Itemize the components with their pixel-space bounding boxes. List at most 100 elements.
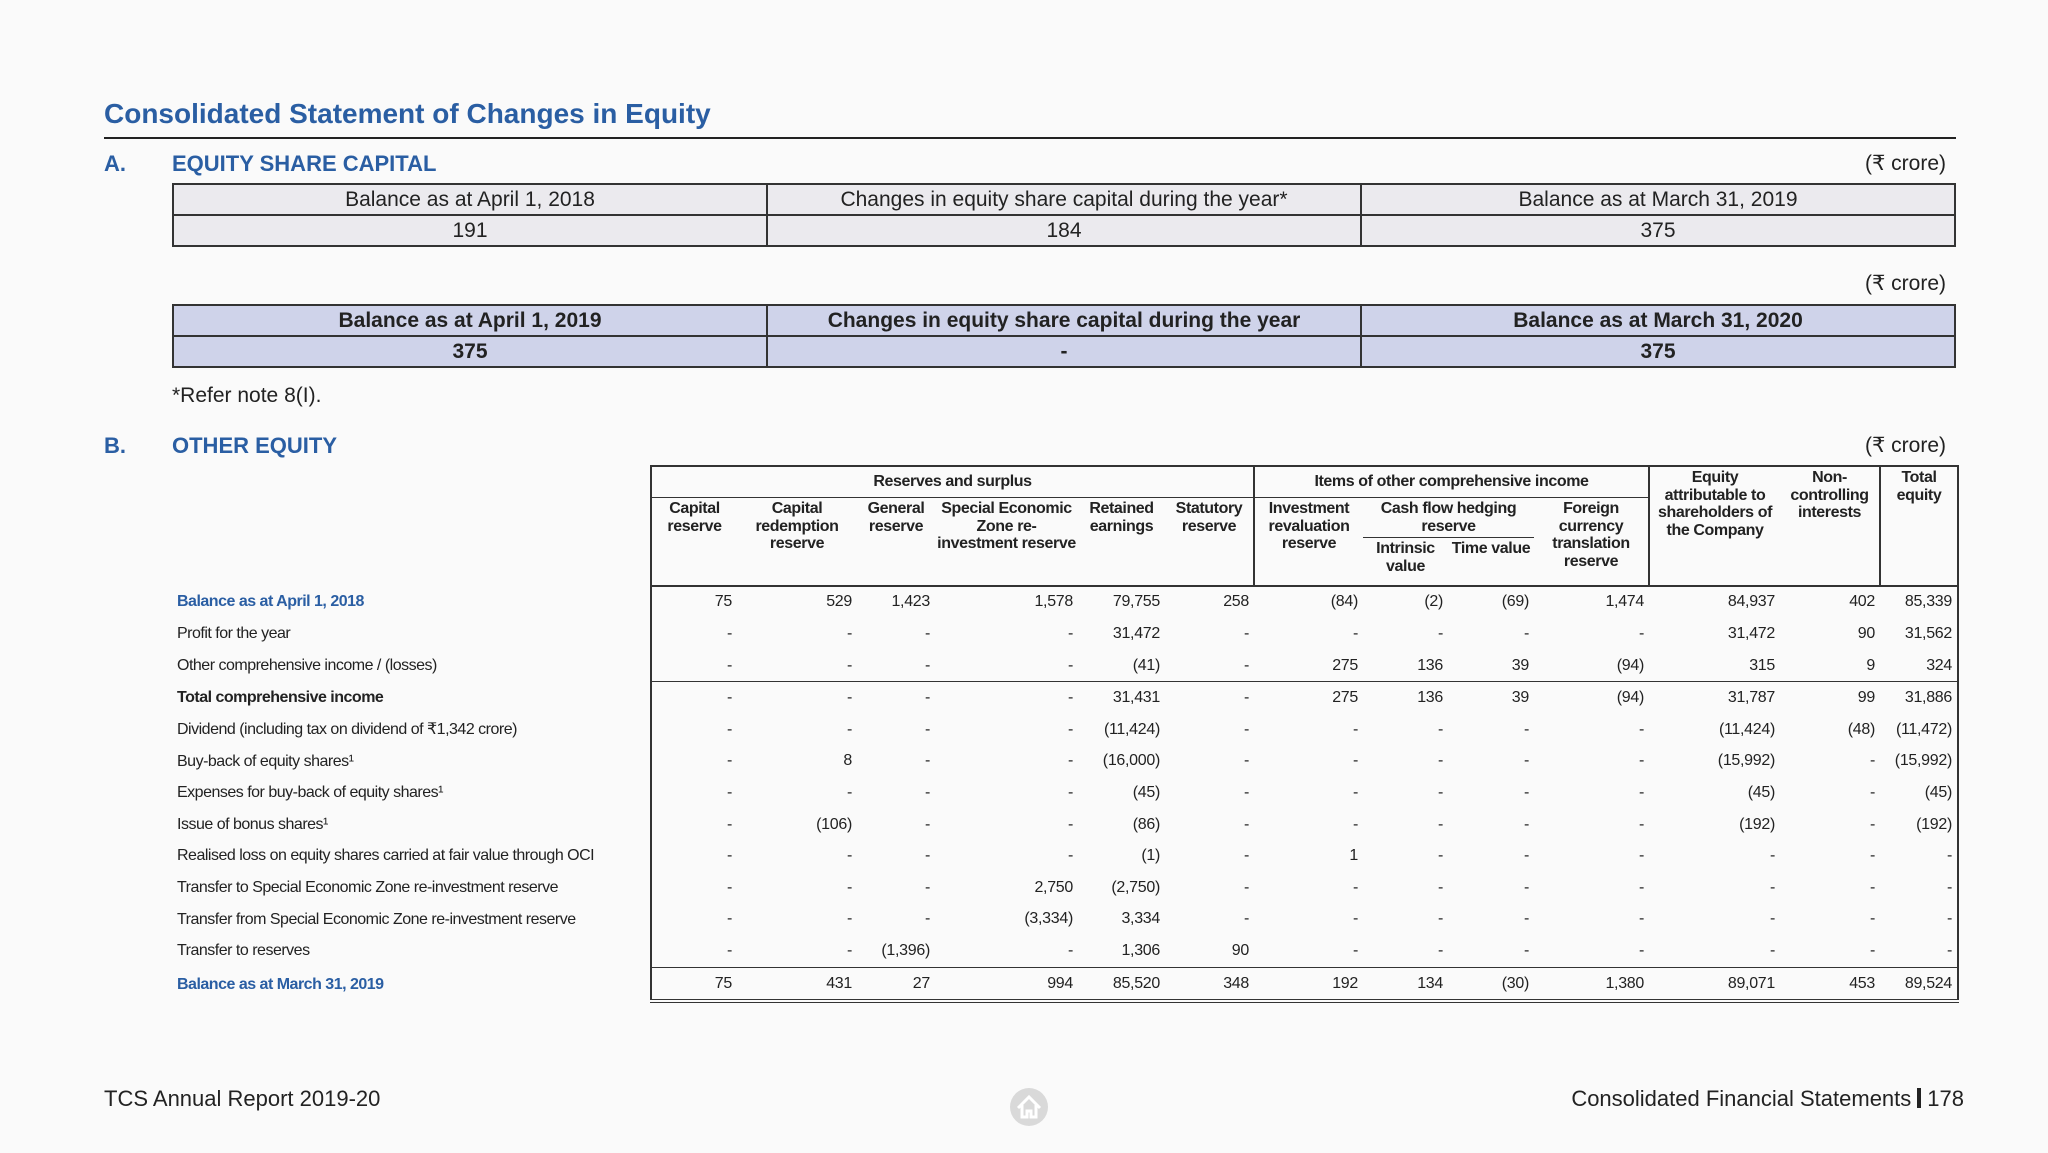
value-cell: 191 (172, 214, 768, 247)
value-cell: - (1638, 878, 1644, 896)
value-cell: - (1243, 847, 1249, 865)
value-cell: (41) (1132, 656, 1161, 674)
value-cell: - (1067, 752, 1073, 770)
footer-section: Consolidated Financial Statements (1571, 1086, 1912, 1111)
value-cell: - (1638, 784, 1644, 802)
value-cell: 27 (857, 966, 935, 1004)
value-cell: 84,937 (1727, 593, 1775, 611)
value-cell: (48) (1847, 720, 1876, 738)
table-row: Dividend (including tax on dividend of ₹… (177, 714, 1959, 746)
value-cell: - (1067, 815, 1073, 833)
value-cell: - (1769, 847, 1775, 865)
column-header: Retained earnings (1078, 497, 1165, 587)
value-cell: 402 (1849, 593, 1875, 611)
value-cell: - (857, 681, 935, 715)
value-cell: 8 (843, 752, 852, 770)
note: *Refer note 8(I). (172, 384, 322, 407)
value-cell: (16,000) (1102, 752, 1161, 770)
row-label: Profit for the year (177, 625, 291, 643)
value-cell: - (766, 335, 1362, 368)
value-cell: 1,578 (1034, 593, 1073, 611)
value-cell: 31,472 (1112, 625, 1160, 643)
value-cell: (15,992) (1880, 745, 1959, 778)
value-cell: - (1869, 910, 1875, 928)
value-cell: 31,886 (1880, 681, 1959, 715)
value-cell: - (1523, 752, 1529, 770)
value-cell: 1,423 (891, 593, 930, 611)
unit: (₹ crore) (1864, 272, 1946, 295)
value-cell: - (1067, 720, 1073, 738)
table-row: Transfer from Special Economic Zone re-i… (177, 903, 1959, 936)
value-cell: - (1352, 910, 1358, 928)
value-cell: - (1243, 752, 1249, 770)
value-cell: - (1880, 840, 1959, 873)
value-cell: - (1243, 910, 1249, 928)
value-cell: - (650, 935, 737, 968)
value-cell: - (1523, 720, 1529, 738)
value-cell: 31,787 (1649, 681, 1780, 715)
value-cell: - (846, 720, 852, 738)
home-icon[interactable] (1008, 1086, 1050, 1128)
footer-left: TCS Annual Report 2019-20 (104, 1086, 381, 1111)
value-cell: 315 (1749, 656, 1775, 674)
row-label: Issue of bonus shares¹ (177, 815, 328, 833)
value-cell: - (1523, 910, 1529, 928)
value-cell: (2) (1424, 593, 1443, 611)
footer-right: Consolidated Financial Statements 178 (1571, 1086, 1964, 1112)
value-cell: 2,750 (1034, 878, 1073, 896)
unit: (₹ crore) (1864, 152, 1946, 175)
value-cell: 184 (766, 214, 1362, 247)
value-cell: - (1437, 784, 1443, 802)
value-cell: - (1067, 942, 1073, 960)
value-cell: - (1352, 752, 1358, 770)
value-cell: 192 (1254, 966, 1363, 1004)
value-cell: 375 (1360, 335, 1956, 368)
value-cell: (69) (1501, 593, 1530, 611)
section-label: B. (104, 433, 126, 458)
value-cell: - (924, 910, 930, 928)
row-label: Transfer from Special Economic Zone re-i… (177, 910, 576, 928)
value-cell: - (1067, 784, 1073, 802)
value-cell: 1,380 (1534, 966, 1649, 1004)
value-cell: 453 (1780, 966, 1880, 1004)
column-header: Cash flow hedging reserve (1363, 497, 1534, 539)
value-cell: - (650, 903, 737, 936)
value-cell: - (1869, 847, 1875, 865)
value-cell: 375 (1360, 214, 1956, 247)
value-cell: (106) (816, 815, 852, 833)
value-cell: - (1880, 903, 1959, 936)
sub-header: Intrinsic value (1363, 537, 1448, 587)
value-cell: - (1243, 784, 1249, 802)
value-cell: - (1437, 752, 1443, 770)
value-cell: - (1869, 752, 1875, 770)
value-cell: - (650, 714, 737, 746)
value-cell: (94) (1534, 681, 1649, 715)
title-rule (104, 137, 1956, 139)
value-cell: - (1869, 942, 1875, 960)
value-cell: 275 (1254, 681, 1363, 715)
value-cell: 324 (1880, 649, 1959, 682)
value-cell: - (1638, 815, 1644, 833)
header-cell: Changes in equity share capital during t… (766, 304, 1362, 337)
value-cell: - (1523, 847, 1529, 865)
value-cell: - (650, 618, 737, 650)
value-cell: - (1243, 815, 1249, 833)
page-number: 178 (1927, 1086, 1964, 1111)
value-cell: - (1638, 752, 1644, 770)
sub-header: Time value (1448, 537, 1534, 587)
value-cell: - (1437, 815, 1443, 833)
value-cell: - (1243, 720, 1249, 738)
row-label: Transfer to Special Economic Zone re-inv… (177, 879, 558, 897)
value-cell: - (1165, 681, 1254, 715)
home-circle (1010, 1088, 1048, 1126)
value-cell: - (924, 720, 930, 738)
value-cell: - (1880, 935, 1959, 968)
value-cell: - (1869, 815, 1875, 833)
value-cell: - (1437, 878, 1443, 896)
value-cell: (94) (1616, 656, 1645, 674)
value-cell: - (650, 649, 737, 682)
value-cell: 75 (650, 585, 737, 619)
header-cell: Balance as at April 1, 2018 (172, 183, 768, 216)
value-cell: - (1523, 942, 1529, 960)
